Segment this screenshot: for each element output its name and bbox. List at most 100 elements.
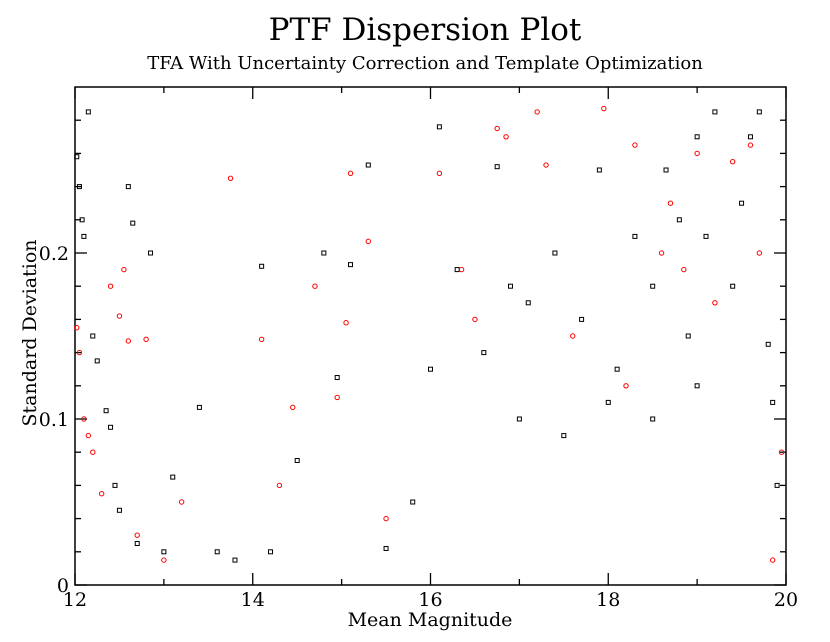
x-tick-label: 18 (596, 589, 620, 611)
chart-subtitle: TFA With Uncertainty Correction and Temp… (147, 53, 703, 74)
data-point-circle (694, 150, 700, 157)
data-point-square (632, 233, 638, 239)
data-point-circle (623, 383, 629, 389)
data-point-square (703, 233, 709, 239)
data-point-square (85, 109, 91, 115)
y-tick-label: 0.2 (39, 243, 69, 265)
data-point-circle (98, 491, 105, 497)
data-point-square (765, 341, 771, 347)
data-point-circle (347, 170, 354, 177)
data-point-square (770, 399, 776, 405)
data-point-circle (756, 250, 763, 256)
x-tick-label: 20 (774, 589, 798, 611)
chart-title: PTF Dispersion Plot (269, 12, 582, 48)
data-point-square (348, 262, 354, 268)
data-point-circle (658, 250, 665, 256)
data-point-square (694, 383, 700, 389)
data-point-square (756, 109, 762, 115)
data-point-square (214, 549, 220, 555)
data-point-square (148, 250, 154, 256)
data-point-circle (161, 557, 167, 563)
data-point-square (507, 283, 513, 289)
tick-labels: 12 14 16 18 20 0 0.1 0.2 (39, 243, 798, 611)
data-point-square (739, 200, 745, 206)
x-axis-label: Mean Magnitude (348, 609, 513, 631)
data-point-circle (747, 142, 754, 148)
data-point-circle (632, 142, 638, 148)
data-point-square (494, 164, 500, 170)
data-point-circle (134, 532, 140, 538)
data-point-circle (290, 404, 296, 411)
data-point-circle (90, 449, 96, 455)
data-point-square (81, 233, 87, 239)
data-point-circle (116, 313, 123, 319)
data-point-circle (570, 333, 576, 339)
data-point-square (321, 250, 327, 256)
data-point-circle (503, 134, 509, 140)
data-point-circle (681, 266, 687, 273)
data-point-square (481, 350, 487, 356)
y-tick-label: 0.1 (39, 409, 69, 431)
data-point-circle (227, 175, 234, 182)
data-point-circle (143, 336, 149, 343)
plot-area-frame (74, 86, 787, 586)
data-point-square (125, 184, 131, 190)
data-point-square (747, 134, 753, 140)
data-point-square (196, 404, 202, 410)
data-point-square (130, 220, 136, 226)
data-point-square (552, 250, 558, 256)
data-point-square (730, 283, 736, 289)
data-point-square (116, 507, 122, 513)
data-point-square (650, 283, 656, 289)
data-point-square (516, 416, 522, 422)
data-point-circle (121, 266, 127, 273)
y-axis-label: Standard Deviation (19, 240, 41, 427)
data-point-square (76, 184, 82, 190)
data-point-square (676, 217, 682, 223)
data-point-square (650, 416, 656, 422)
data-point-circle (494, 125, 500, 132)
data-point-circle (76, 349, 83, 356)
data-point-square (614, 366, 620, 372)
data-point-circle (258, 336, 265, 343)
data-point-square (685, 333, 691, 339)
data-point-square (410, 499, 416, 505)
data-point-circle (383, 515, 389, 522)
data-point-square (294, 458, 300, 463)
data-point-square (134, 541, 140, 546)
data-point-circle (74, 325, 80, 331)
data-point-square (170, 474, 176, 480)
data-point-square (259, 263, 265, 269)
data-point-circle (601, 105, 607, 112)
data-point-circle (343, 320, 349, 326)
data-point-circle (312, 283, 318, 289)
data-point-square (561, 433, 567, 439)
data-point-square (454, 267, 460, 273)
data-point-circle (769, 557, 776, 563)
y-tick-label: 0 (57, 575, 69, 597)
data-point-square (525, 300, 531, 306)
data-point-circle (729, 159, 736, 165)
data-point-square (428, 366, 433, 372)
data-point-circle (276, 482, 283, 489)
data-point-circle (81, 416, 87, 422)
data-point-circle (712, 300, 718, 306)
data-point-square (436, 124, 442, 130)
data-point-square (774, 482, 780, 488)
series-red-circles (74, 105, 785, 563)
data-point-square (112, 482, 118, 488)
data-point-square (94, 358, 100, 364)
data-point-circle (365, 238, 371, 245)
data-point-circle (85, 432, 92, 439)
data-point-circle (778, 449, 785, 455)
data-point-circle (178, 499, 185, 505)
series-black-squares (74, 109, 780, 563)
data-point-circle (534, 109, 540, 115)
data-point-square (596, 167, 602, 173)
data-point-square (74, 154, 80, 160)
x-tick-label: 16 (418, 589, 442, 611)
data-point-square (232, 557, 238, 563)
data-point-square (694, 134, 700, 140)
data-point-circle (472, 316, 478, 323)
